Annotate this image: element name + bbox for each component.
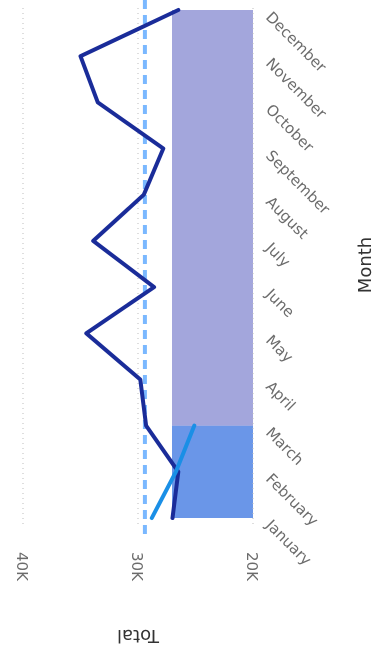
month-tick-label-april: April <box>262 378 299 415</box>
month-axis-ticks: JanuaryFebruaryMarchAprilMayJuneJulyAugu… <box>261 8 334 569</box>
month-axis-title: Month <box>355 237 372 293</box>
shaded-regions <box>172 10 253 518</box>
series-lines <box>78 8 197 520</box>
value-axis-ticks: 20K 30K 40K <box>13 552 261 582</box>
value-tick-label-20K: 20K <box>243 552 261 582</box>
month-tick-label-july: July <box>261 238 294 271</box>
total-axis-title: Total <box>117 625 160 646</box>
shaded-region-2 <box>172 10 253 426</box>
shaded-region-1 <box>172 425 253 518</box>
value-tick-label-40K: 40K <box>13 552 31 582</box>
month-tick-label-may: May <box>262 331 297 366</box>
month-tick-label-march: March <box>262 424 307 469</box>
value-tick-label-30K: 30K <box>128 552 146 582</box>
grid <box>22 8 254 525</box>
series-line-1 <box>78 8 181 520</box>
month-tick-label-june: June <box>261 284 298 321</box>
